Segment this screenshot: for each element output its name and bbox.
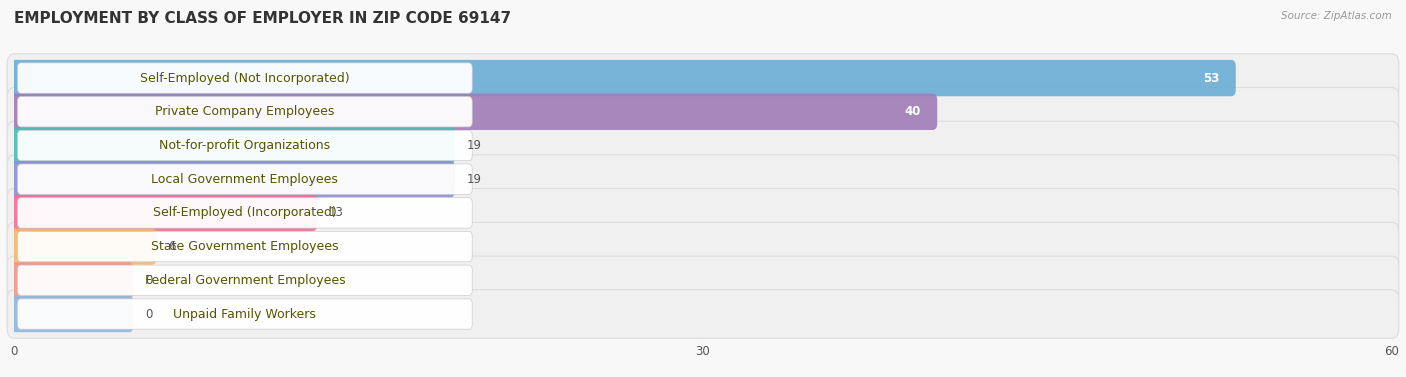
Text: 13: 13 xyxy=(329,206,343,219)
Text: Not-for-profit Organizations: Not-for-profit Organizations xyxy=(159,139,330,152)
FancyBboxPatch shape xyxy=(10,296,134,332)
Text: EMPLOYMENT BY CLASS OF EMPLOYER IN ZIP CODE 69147: EMPLOYMENT BY CLASS OF EMPLOYER IN ZIP C… xyxy=(14,11,512,26)
Text: 19: 19 xyxy=(467,173,481,186)
FancyBboxPatch shape xyxy=(7,121,1399,170)
FancyBboxPatch shape xyxy=(10,262,134,299)
FancyBboxPatch shape xyxy=(10,161,456,198)
FancyBboxPatch shape xyxy=(7,54,1399,102)
Text: Federal Government Employees: Federal Government Employees xyxy=(145,274,344,287)
Text: 0: 0 xyxy=(145,308,152,320)
Text: 19: 19 xyxy=(467,139,481,152)
FancyBboxPatch shape xyxy=(7,188,1399,237)
Text: Local Government Employees: Local Government Employees xyxy=(152,173,339,186)
Text: Self-Employed (Incorporated): Self-Employed (Incorporated) xyxy=(153,206,336,219)
Text: 53: 53 xyxy=(1204,72,1220,84)
FancyBboxPatch shape xyxy=(7,155,1399,204)
Text: 0: 0 xyxy=(145,274,152,287)
FancyBboxPatch shape xyxy=(10,228,156,265)
FancyBboxPatch shape xyxy=(17,97,472,127)
FancyBboxPatch shape xyxy=(17,164,472,195)
Text: Source: ZipAtlas.com: Source: ZipAtlas.com xyxy=(1281,11,1392,21)
Text: 6: 6 xyxy=(167,240,176,253)
FancyBboxPatch shape xyxy=(17,265,472,296)
Text: Private Company Employees: Private Company Employees xyxy=(155,105,335,118)
FancyBboxPatch shape xyxy=(17,299,472,329)
FancyBboxPatch shape xyxy=(17,63,472,93)
Text: Unpaid Family Workers: Unpaid Family Workers xyxy=(173,308,316,320)
Text: 40: 40 xyxy=(905,105,921,118)
FancyBboxPatch shape xyxy=(7,222,1399,271)
FancyBboxPatch shape xyxy=(17,198,472,228)
FancyBboxPatch shape xyxy=(7,256,1399,305)
FancyBboxPatch shape xyxy=(10,60,1236,96)
Text: Self-Employed (Not Incorporated): Self-Employed (Not Incorporated) xyxy=(141,72,350,84)
FancyBboxPatch shape xyxy=(10,195,318,231)
FancyBboxPatch shape xyxy=(10,127,456,164)
Text: State Government Employees: State Government Employees xyxy=(150,240,339,253)
FancyBboxPatch shape xyxy=(17,130,472,161)
FancyBboxPatch shape xyxy=(7,87,1399,136)
FancyBboxPatch shape xyxy=(7,290,1399,338)
FancyBboxPatch shape xyxy=(10,93,938,130)
FancyBboxPatch shape xyxy=(17,231,472,262)
